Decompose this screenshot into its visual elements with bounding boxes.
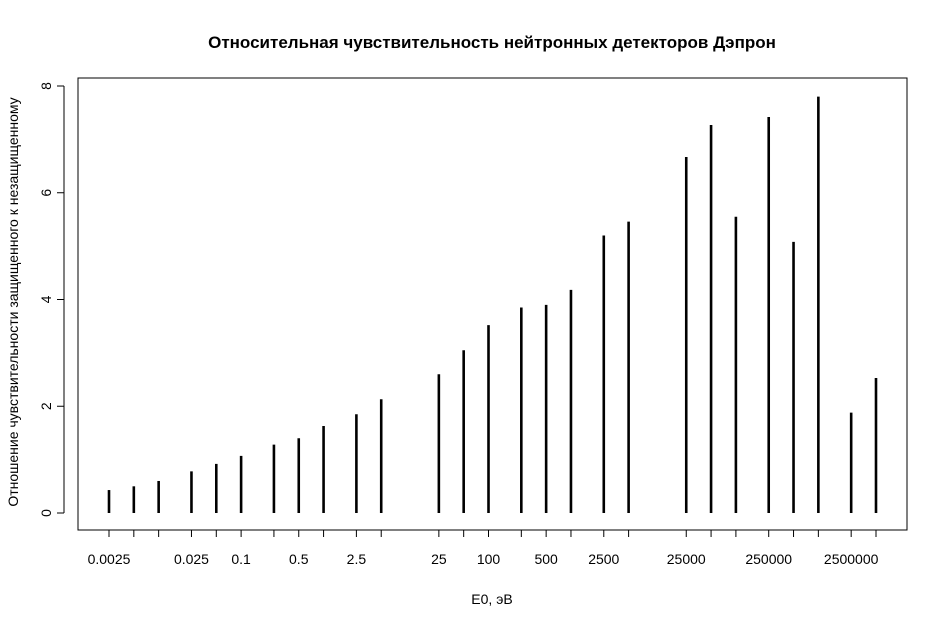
x-tick-label: 2500 (588, 551, 619, 567)
y-axis-title: Отношение чувствительности защищенного к… (5, 97, 21, 506)
y-tick-label: 0 (38, 509, 54, 517)
x-tick-label: 2500000 (824, 551, 879, 567)
x-tick-label: 2.5 (347, 551, 367, 567)
y-axis: 0 2 4 6 8 (38, 82, 65, 517)
plot-frame (77, 77, 908, 531)
x-tick-label: 0.5 (289, 551, 309, 567)
x-tick-label: 0.0025 (88, 551, 131, 567)
y-tick-label: 6 (38, 189, 54, 197)
x-tick-label: 25000 (667, 551, 706, 567)
x-tick-label: 250000 (745, 551, 792, 567)
x-axis-title: E0, эВ (471, 591, 512, 607)
x-tick-label: 500 (534, 551, 558, 567)
y-tick-label: 8 (38, 82, 54, 90)
x-tick-label: 0.025 (174, 551, 209, 567)
y-tick-label: 2 (38, 402, 54, 410)
x-tick-label: 25 (431, 551, 447, 567)
data-bars (107, 96, 878, 513)
x-axis: 0.0025 0.025 0.1 0.5 2.5 25 100 500 2500 25000 250… (88, 529, 879, 567)
x-tick-label: 0.1 (231, 551, 251, 567)
x-tick-label: 100 (477, 551, 501, 567)
chart-title: Относительная чувствительность нейтронны… (208, 33, 776, 52)
y-tick-label: 4 (38, 295, 54, 303)
